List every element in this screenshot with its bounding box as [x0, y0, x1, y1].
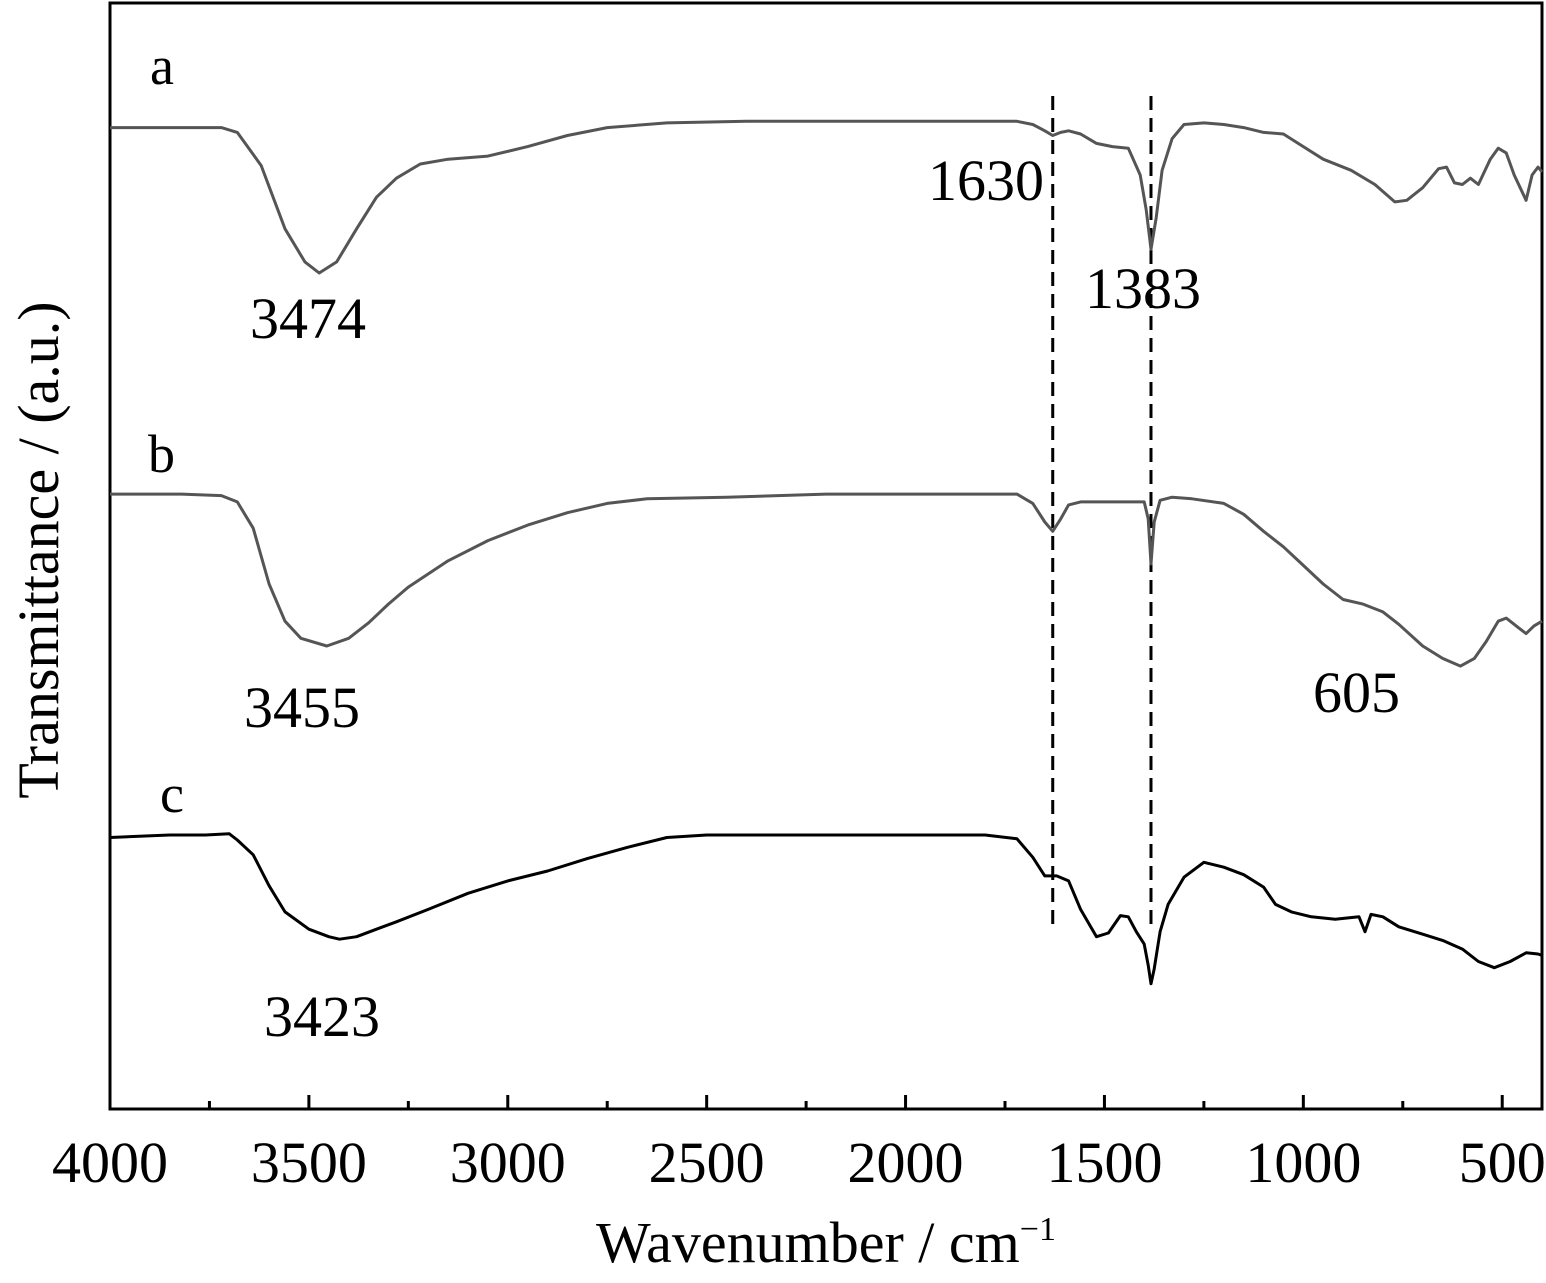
x-tick-label-500: 500	[1459, 1130, 1546, 1195]
x-ticks	[108, 1095, 1504, 1109]
y-axis-title: Transmittance / (a.u.)	[6, 301, 71, 798]
x-tick-label-4000: 4000	[52, 1130, 168, 1195]
x-tick-label-1500: 1500	[1046, 1130, 1162, 1195]
spectra-curves	[109, 119, 1544, 986]
peak-label-1630: 1630	[928, 148, 1044, 213]
peak-label-3474: 3474	[250, 286, 366, 351]
x-tick-label-3500: 3500	[251, 1130, 367, 1195]
peak-annotations: 3474 1630 1383 3455 605 3423	[244, 148, 1400, 1049]
curve-labels: a b c	[148, 36, 184, 824]
x-tick-label-3000: 3000	[450, 1130, 566, 1195]
x-axis-title-superscript: −1	[1020, 1211, 1056, 1248]
spectrum-line-b	[110, 492, 1543, 668]
reference-lines	[1051, 96, 1153, 930]
x-tick-label-2000: 2000	[848, 1130, 964, 1195]
plot-frame	[108, 1, 1544, 1111]
curve-label-a: a	[150, 36, 174, 96]
peak-label-3455: 3455	[244, 675, 360, 740]
peak-label-605: 605	[1313, 660, 1400, 725]
x-tick-labels: 4000 3500 3000 2500 2000 1500 1000 500	[52, 1130, 1546, 1195]
peak-label-3423: 3423	[264, 984, 380, 1049]
spectrum-line-a	[110, 119, 1544, 275]
x-axis-title: Wavenumber / cm−1	[596, 1210, 1056, 1275]
peak-label-1383: 1383	[1085, 256, 1201, 321]
x-tick-label-1000: 1000	[1245, 1130, 1361, 1195]
spectrum-line-c	[109, 832, 1543, 986]
x-tick-label-2500: 2500	[649, 1130, 765, 1195]
curve-label-b: b	[148, 424, 175, 484]
curve-label-c: c	[160, 764, 184, 824]
x-axis-title-text: Wavenumber / cm	[596, 1210, 1020, 1275]
